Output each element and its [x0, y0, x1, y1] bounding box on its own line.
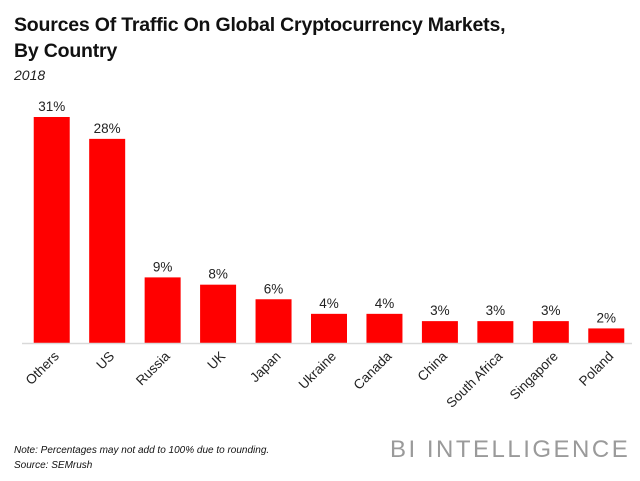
data-label: 6% [264, 281, 284, 296]
bar-chart: 31% 28% 9% 8% 6% 4% 4% 3% 3% 3% 2% Others US Russia U… [22, 99, 632, 411]
source-text: Source: SEMrush [14, 460, 93, 471]
x-tick-label: Singapore [507, 349, 561, 403]
x-tick-label: South Africa [443, 348, 505, 410]
chart-subtitle: 2018 [14, 67, 46, 83]
x-tick-label: US [93, 349, 117, 373]
bar-ukraine [311, 313, 347, 343]
bar-others [33, 117, 70, 343]
x-tick-label: UK [204, 349, 228, 373]
bar-singapore [532, 321, 569, 343]
x-tick-label: Russia [133, 348, 173, 388]
bar-poland [588, 328, 625, 343]
bar-russia [144, 277, 181, 343]
x-tick-labels-group: Others US Russia UK Japan Ukraine Canada ChinaS… [23, 348, 617, 410]
data-label: 2% [597, 310, 617, 325]
bar-canada [366, 313, 403, 343]
note-text: Note: Percentages may not add to 100% du… [14, 445, 270, 456]
chart-title: Sources Of Traffic On Global Cryptocurre… [14, 12, 506, 64]
data-label: 4% [319, 296, 339, 311]
bar-japan [255, 299, 292, 343]
x-tick-label: Japan [247, 349, 284, 386]
chart-title-line-1: Sources Of Traffic On Global Cryptocurre… [14, 14, 506, 36]
data-label: 31% [38, 99, 65, 114]
x-tick-label: China [414, 348, 450, 384]
brand-logo: BI INTELLIGENCE [390, 436, 631, 463]
data-labels-group: 31% 28% 9% 8% 6% 4% 4% 3% 3% 3% 2% [38, 99, 616, 325]
data-label: 3% [541, 303, 561, 318]
footnote: Note: Percentages may not add to 100% du… [14, 443, 269, 473]
data-label: 28% [94, 121, 121, 136]
x-tick-label: Canada [351, 348, 395, 392]
bar-us [89, 138, 126, 343]
data-label: 4% [375, 296, 395, 311]
bar-south-africa [477, 321, 514, 343]
bar-china [421, 321, 458, 343]
x-tick-label: Others [23, 348, 62, 387]
bar-uk [200, 284, 237, 343]
x-tick-label: Ukraine [296, 349, 340, 393]
chart-title-line-2: By Country [14, 40, 118, 62]
data-label: 3% [486, 303, 506, 318]
bars-group [33, 117, 625, 343]
data-label: 3% [430, 303, 450, 318]
data-label: 8% [208, 267, 228, 282]
x-tick-label: Poland [576, 349, 616, 389]
data-label: 9% [153, 259, 173, 274]
